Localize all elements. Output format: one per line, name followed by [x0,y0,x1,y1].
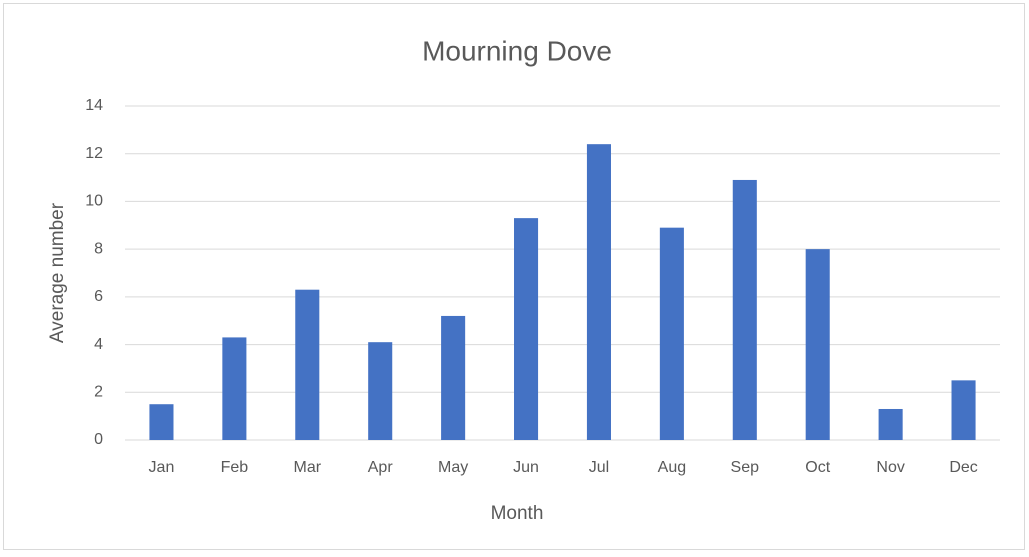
chart-frame [3,3,1025,550]
x-tick-label: Mar [294,459,322,476]
bar [586,144,611,440]
bar [222,337,247,440]
bar [659,227,684,440]
x-tick-label: Jul [589,459,609,476]
y-tick-label: 6 [94,288,103,305]
bar [732,179,757,440]
x-tick-label: Feb [221,459,249,476]
y-tick-label: 10 [85,193,103,210]
x-axis-title: Month [491,503,544,524]
y-tick-label: 4 [94,336,103,353]
x-tick-label: May [438,459,468,476]
x-tick-label: Aug [658,459,686,476]
bar [514,218,539,440]
x-tick-label: Apr [368,459,394,476]
bar [295,289,320,440]
y-tick-label: 0 [94,431,103,448]
bar [878,408,903,440]
bar [951,380,976,440]
y-tick-label: 8 [94,240,103,257]
x-tick-label: Jun [513,459,539,476]
bar [441,315,466,440]
bar [368,342,393,440]
x-tick-label: Dec [949,459,977,476]
y-tick-label: 12 [85,145,103,162]
x-tick-label: Sep [731,459,760,476]
x-tick-label: Oct [805,459,830,476]
y-axis-title: Average number [47,202,68,343]
bar [149,404,174,440]
bar [805,249,830,440]
x-tick-label: Jan [149,459,175,476]
y-tick-label: 14 [85,97,103,114]
chart-title: Mourning Dove [422,35,612,66]
y-tick-label: 2 [94,384,103,401]
x-tick-label: Nov [876,459,904,476]
